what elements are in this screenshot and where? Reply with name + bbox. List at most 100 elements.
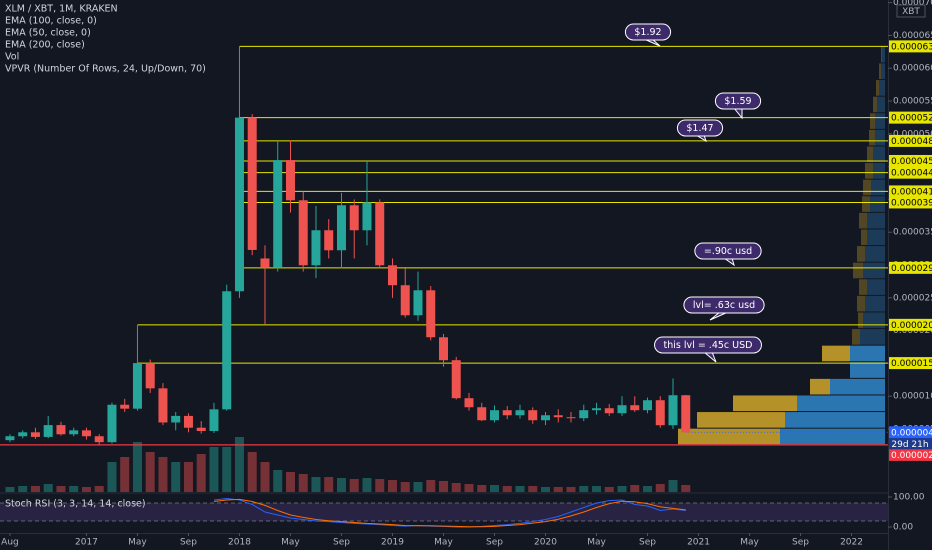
callout: this lvl = .45c USD [654, 336, 762, 363]
candle-body [477, 407, 487, 421]
vpvr-down [857, 246, 865, 262]
level-label: 0.00003954 [891, 198, 932, 208]
vpvr-up [785, 412, 885, 428]
y-tick-label: 0.00006000 [893, 64, 932, 74]
candle-body [43, 425, 53, 437]
candle-body [541, 415, 551, 421]
candle-body [438, 337, 448, 361]
vpvr-down [822, 345, 850, 362]
candle-body [451, 360, 461, 399]
candle-body [260, 258, 270, 268]
vpvr-up [871, 179, 885, 196]
vpvr-up [830, 378, 885, 395]
volume-bar [18, 486, 28, 492]
volume-bar [566, 487, 576, 492]
level-label: 0.00005247 [891, 114, 932, 124]
volume-bar [298, 474, 308, 492]
currency-box [896, 4, 926, 18]
candle-body [413, 290, 423, 316]
volume-bar [579, 486, 589, 492]
x-tick-label: May [740, 538, 759, 548]
volume-bar [69, 486, 79, 492]
level-label-bg [889, 134, 932, 147]
callout: $1.47 [676, 119, 724, 143]
volume-bar [107, 462, 117, 492]
volume-bar [247, 452, 257, 492]
candle-body [464, 398, 474, 408]
volume-bar [617, 486, 627, 492]
volume-bar [324, 477, 334, 492]
candle-body [592, 408, 602, 411]
vpvr-down [867, 146, 873, 163]
candle-body [349, 205, 359, 231]
callout-text: $1.92 [634, 27, 661, 38]
volume-bar [81, 487, 91, 492]
vpvr-up [860, 329, 885, 345]
symbol-title: XLM / XBT, 1M, KRAKEN [5, 4, 118, 15]
vpvr-down [852, 329, 860, 345]
volume-bar [489, 485, 499, 492]
level-label-bg [889, 111, 932, 124]
currency-label: XBT [902, 7, 920, 17]
candle-body [515, 410, 525, 416]
candle-body [426, 290, 436, 338]
vpvr-down [853, 262, 863, 279]
indicator-label: Vol [5, 52, 19, 63]
volume-bar [528, 486, 538, 492]
vpvr-up [867, 229, 885, 246]
level-label: 0.00004892 [891, 137, 932, 147]
legend: XLM / XBT, 1M, KRAKEN EMA (100, close, 0… [5, 4, 206, 510]
candle-body [234, 117, 244, 292]
vpvr-up [850, 345, 885, 362]
volume-bar [196, 454, 206, 492]
callout-box [714, 92, 762, 110]
volume-bar [604, 487, 614, 492]
y-tick-label: 0.00005500 [893, 97, 932, 107]
vpvr-down [879, 63, 881, 80]
levels-layer [0, 45, 888, 446]
volume-bar [145, 452, 155, 492]
vpvr-up [873, 146, 885, 163]
x-tick-label: Sep [639, 538, 656, 548]
x-tick-label: Aug [1, 538, 19, 548]
vpvr-up [870, 196, 885, 212]
volume-bar [502, 486, 512, 492]
candle-body [375, 202, 385, 266]
x-tick-label: 2018 [228, 538, 251, 548]
candle-body [579, 410, 589, 419]
candle-body [681, 395, 691, 433]
volume-bar [630, 485, 640, 492]
candle-body [171, 415, 181, 423]
candle-body [528, 410, 538, 421]
callout-box [654, 336, 762, 354]
level-label-bg [889, 166, 932, 179]
volume-bar [477, 485, 487, 492]
support-label-bg [889, 448, 932, 461]
callout: $1.59 [714, 92, 762, 120]
stoch-layer [0, 497, 888, 528]
vpvr-down [870, 113, 875, 129]
x-tick-label: May [587, 538, 606, 548]
candle-body [18, 432, 28, 437]
volume-bar [158, 457, 168, 492]
candle-body [222, 291, 232, 410]
volume-bar [260, 462, 270, 492]
vpvr-down [863, 179, 871, 196]
vpvr-down [861, 229, 867, 246]
volume-layer [5, 437, 691, 492]
candle-body [643, 400, 653, 411]
vpvr-up [865, 246, 885, 262]
callout-box [624, 23, 672, 41]
x-tick-label: May [434, 538, 453, 548]
callout-box [683, 296, 765, 314]
x-tick-label: May [281, 538, 300, 548]
candle-body [209, 409, 219, 431]
candle-body [617, 405, 627, 414]
candle-body [273, 160, 283, 268]
level-label: 0.00004408 [891, 169, 932, 179]
volume-bar [643, 486, 653, 492]
candle-body [604, 408, 614, 414]
callout-box [676, 119, 724, 137]
x-tick-label: 2017 [75, 538, 98, 548]
candle-body [196, 427, 206, 431]
